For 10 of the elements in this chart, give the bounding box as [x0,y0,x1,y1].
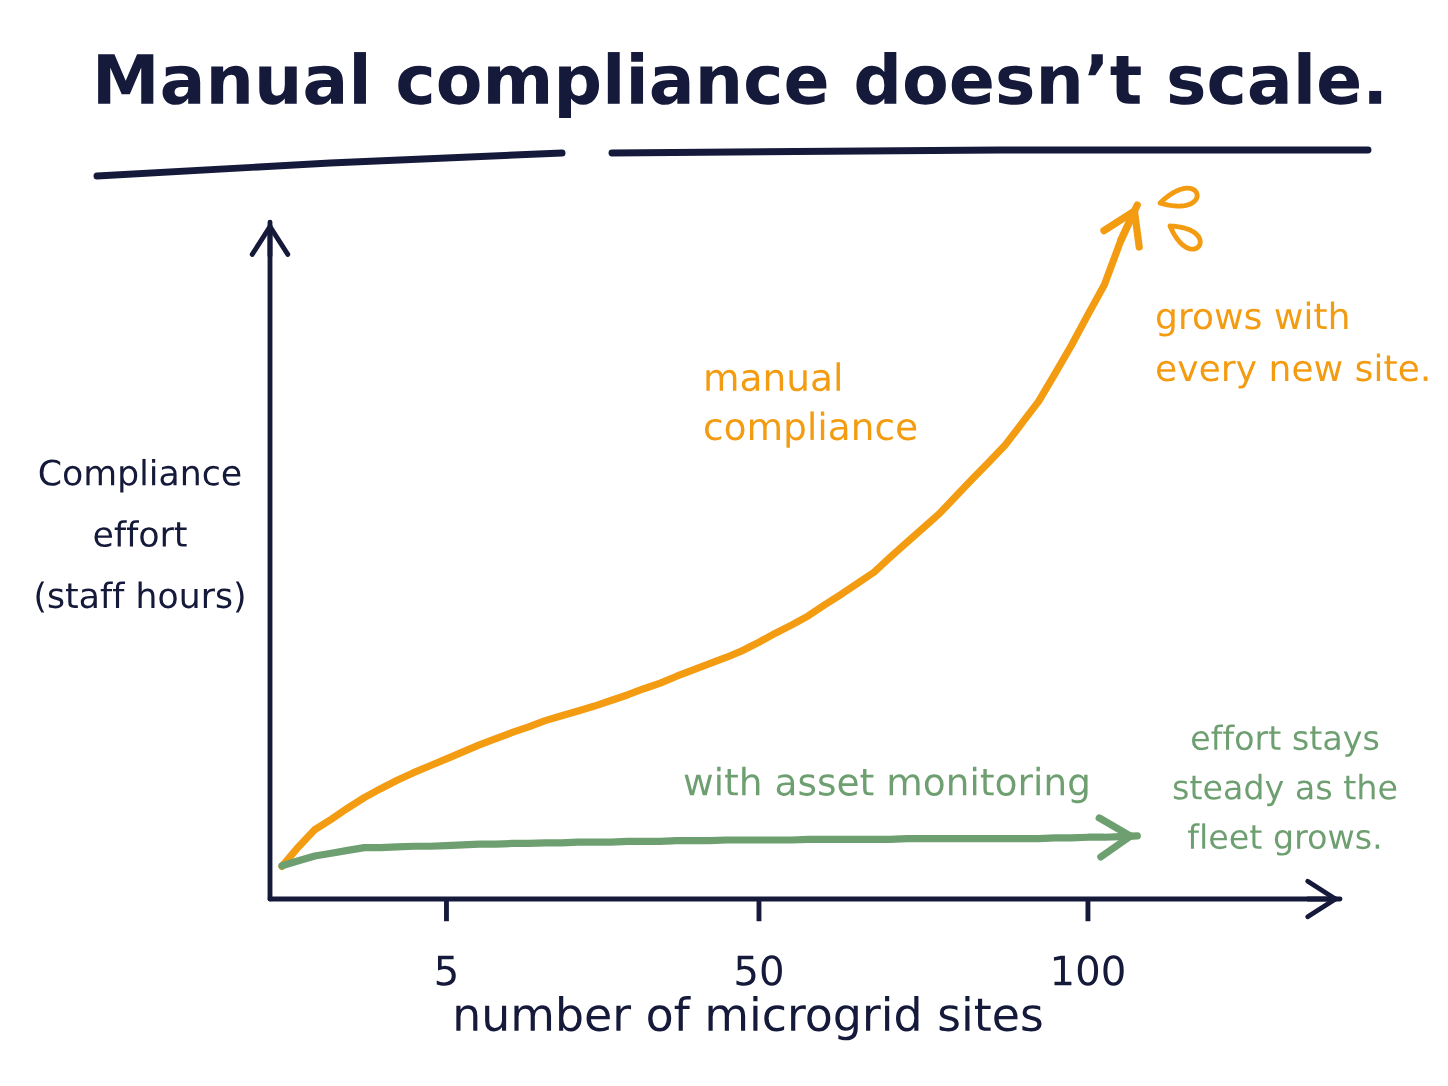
x-tick-label: 5 [436,955,456,986]
text: grows with every new site. [1156,301,1428,389]
series-label: manual compliance [705,362,917,448]
y-axis-title: Compliance effort (staff hours) [36,458,244,613]
x-tick-label: 50 [736,955,782,986]
x-tick-label: 100 [1053,955,1124,986]
x-axis-title: number of microgrid sites [456,996,1042,1041]
text: effort stays steady as the fleet grows. [1173,724,1397,856]
chart-title: Manual compliance doesn’t scale. [98,52,1382,118]
series-label: with asset monitoring [684,766,1088,804]
